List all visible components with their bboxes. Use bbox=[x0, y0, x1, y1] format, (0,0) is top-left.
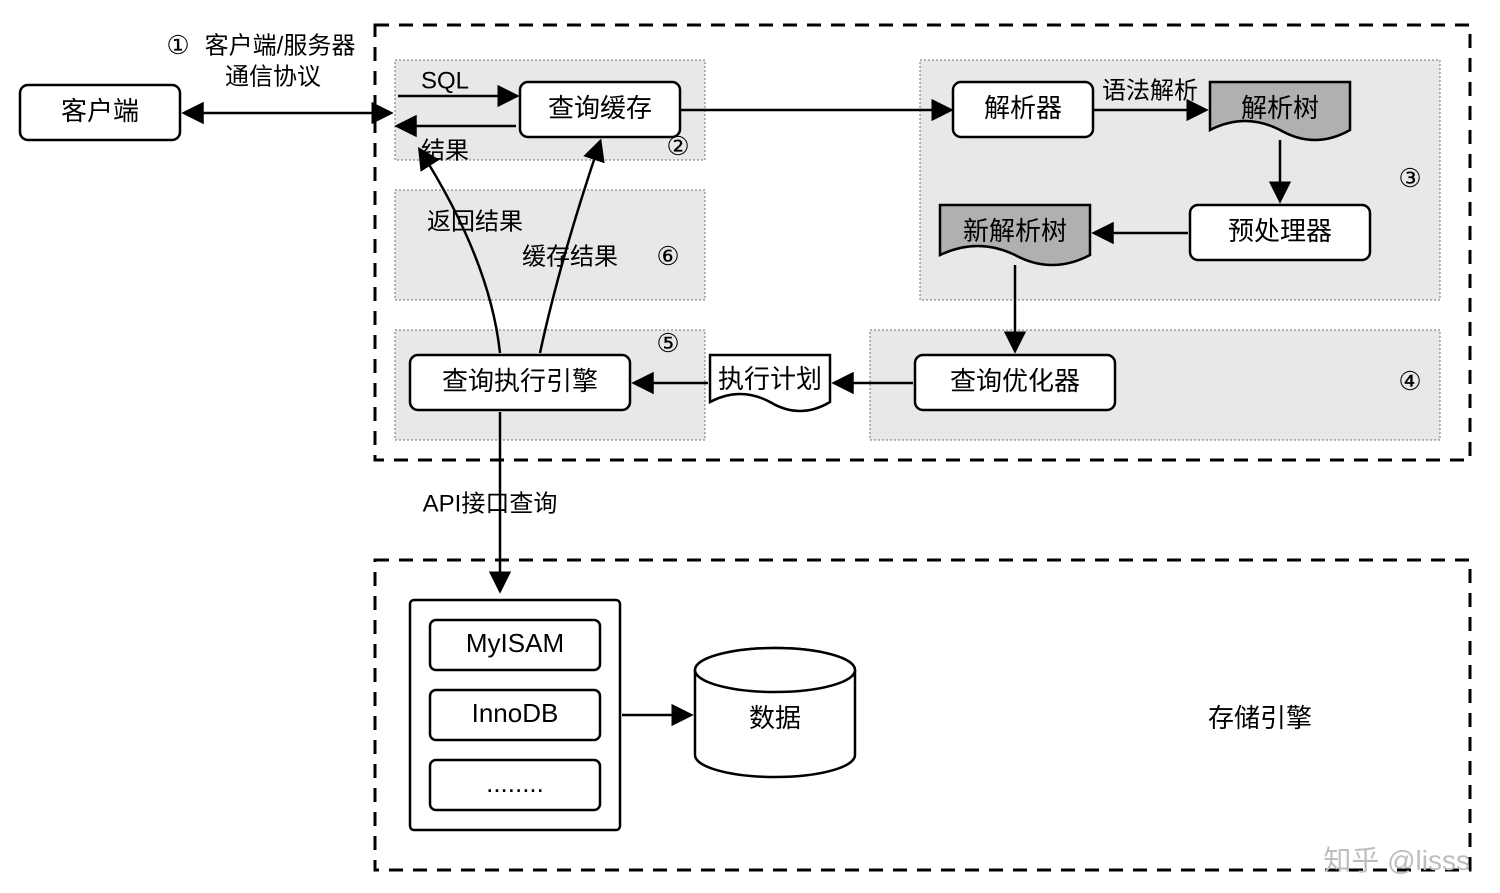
label-innodb: InnoDB bbox=[472, 698, 559, 728]
label-return-result: 返回结果 bbox=[427, 208, 523, 235]
label-result: 结果 bbox=[421, 137, 469, 164]
label-api: API接口查询 bbox=[423, 490, 558, 517]
label-optimizer: 查询优化器 bbox=[950, 366, 1080, 396]
label-query-cache: 查询缓存 bbox=[548, 93, 652, 123]
label-storage-engine: 存储引擎 bbox=[1208, 703, 1312, 733]
label-exec-plan: 执行计划 bbox=[718, 364, 822, 394]
step-6: ⑥ bbox=[656, 241, 679, 271]
step-3: ③ bbox=[1398, 163, 1421, 193]
label-dots: ........ bbox=[486, 768, 544, 798]
label-parser: 解析器 bbox=[984, 93, 1062, 123]
label-exec-engine: 查询执行引擎 bbox=[442, 366, 598, 396]
step-1: ① bbox=[166, 30, 189, 60]
label-preprocessor: 预处理器 bbox=[1228, 216, 1332, 246]
architecture-diagram: 客户端 ① 客户端/服务器 通信协议 查询缓存 SQL 结果 ② 解析器 语法解… bbox=[0, 0, 1500, 893]
label-data: 数据 bbox=[749, 703, 801, 733]
label-new-parse-tree: 新解析树 bbox=[963, 216, 1067, 246]
label-cache-result: 缓存结果 bbox=[522, 243, 618, 270]
label-parse: 语法解析 bbox=[1102, 77, 1198, 104]
step-2: ② bbox=[666, 131, 689, 161]
label-parse-tree: 解析树 bbox=[1241, 93, 1319, 123]
watermark: 知乎 @lisss bbox=[1323, 845, 1470, 876]
label-client: 客户端 bbox=[61, 96, 139, 126]
label-myisam: MyISAM bbox=[466, 628, 564, 658]
label-protocol2: 通信协议 bbox=[225, 63, 321, 90]
label-sql: SQL bbox=[421, 67, 469, 94]
step-5: ⑤ bbox=[656, 328, 679, 358]
label-protocol1: 客户端/服务器 bbox=[205, 32, 356, 59]
step-4: ④ bbox=[1398, 366, 1421, 396]
